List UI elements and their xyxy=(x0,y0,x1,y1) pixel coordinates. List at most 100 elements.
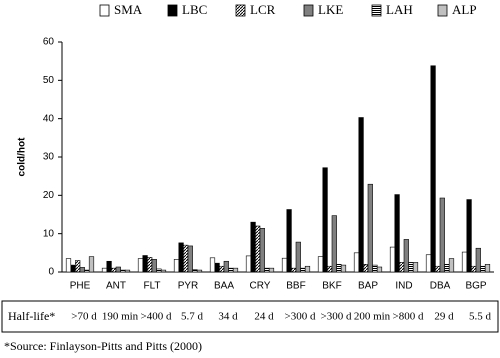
bar xyxy=(358,117,364,273)
legend-label: LBC xyxy=(182,2,207,17)
legend-swatch xyxy=(303,4,314,17)
x-tick-label: BAP xyxy=(358,281,378,292)
bar xyxy=(461,251,468,273)
bar xyxy=(403,239,409,273)
bar xyxy=(173,259,180,273)
legend-label: ALP xyxy=(452,2,477,17)
half-life-value: >300 d xyxy=(321,311,352,323)
bar xyxy=(70,264,76,273)
half-life-value: >800 d xyxy=(393,311,424,323)
bar xyxy=(120,269,126,273)
bar xyxy=(331,215,337,273)
bar xyxy=(79,267,85,273)
bar xyxy=(448,258,455,273)
bar xyxy=(475,247,481,273)
x-tick-label: DBA xyxy=(430,281,451,292)
bar xyxy=(430,65,436,273)
y-tick-label: 60 xyxy=(43,37,55,48)
bar xyxy=(232,267,239,273)
bar xyxy=(214,262,220,273)
bar xyxy=(435,265,441,273)
bar xyxy=(88,256,95,273)
half-life-value: 29 d xyxy=(434,311,454,323)
bar xyxy=(187,245,193,273)
legend-label: LCR xyxy=(250,2,276,17)
bar xyxy=(412,262,419,273)
bar xyxy=(295,241,301,273)
bar xyxy=(466,199,472,273)
bar xyxy=(160,269,167,273)
bar xyxy=(101,267,108,273)
bar xyxy=(250,221,256,273)
half-life-value: >70 d xyxy=(71,311,97,323)
bar xyxy=(425,254,432,273)
half-life-value: 200 min xyxy=(354,311,391,323)
bar xyxy=(353,252,360,273)
half-life-value: >400 d xyxy=(141,311,172,323)
bar xyxy=(304,265,311,273)
bar xyxy=(300,267,306,273)
bar xyxy=(372,264,378,273)
bar xyxy=(389,246,396,273)
bar xyxy=(480,265,486,273)
bar xyxy=(142,255,148,273)
half-life-value: 190 min xyxy=(102,311,139,323)
bar xyxy=(268,267,275,273)
bar xyxy=(408,262,414,273)
bar xyxy=(322,167,328,273)
bar xyxy=(151,259,157,273)
legend-swatch xyxy=(167,4,178,17)
bar xyxy=(376,266,383,273)
y-tick-label: 10 xyxy=(43,228,55,239)
bar xyxy=(223,260,229,273)
y-tick-label: 0 xyxy=(48,267,54,278)
bar xyxy=(264,267,270,273)
bar xyxy=(281,257,288,273)
bar xyxy=(245,255,252,273)
bar xyxy=(471,265,477,273)
bar xyxy=(484,264,491,273)
bar xyxy=(178,242,184,273)
y-axis-label: cold/hot xyxy=(17,137,28,177)
bar xyxy=(65,258,72,273)
half-life-value: 5.7 d xyxy=(181,311,204,323)
bar xyxy=(137,258,144,273)
half-life-value: 24 d xyxy=(254,311,274,323)
half-life-value: >300 d xyxy=(285,311,316,323)
x-tick-label: PYR xyxy=(178,281,199,292)
bar xyxy=(106,260,112,273)
source-note: *Source: Finlayson-Pitts and Pitts (2000… xyxy=(4,339,202,353)
bar xyxy=(363,264,369,273)
bar xyxy=(317,256,324,273)
bar xyxy=(394,194,400,273)
bar xyxy=(124,269,131,273)
x-tick-label: PHE xyxy=(70,281,91,292)
bar xyxy=(327,265,333,273)
bar xyxy=(399,262,405,273)
bar xyxy=(84,269,90,273)
legend-swatch xyxy=(371,4,382,17)
y-tick-label: 50 xyxy=(43,75,55,86)
x-tick-label: BKF xyxy=(322,281,341,292)
y-tick-label: 30 xyxy=(43,152,55,163)
bar xyxy=(367,183,373,273)
x-tick-label: BBF xyxy=(286,281,305,292)
legend-swatch xyxy=(235,4,246,17)
half-life-label: Half-life* xyxy=(8,309,55,323)
bar xyxy=(192,269,198,273)
bar xyxy=(228,267,234,273)
bar xyxy=(147,257,153,273)
bar xyxy=(291,267,297,273)
y-tick-label: 20 xyxy=(43,190,55,201)
bar xyxy=(444,264,450,273)
legend-swatch xyxy=(99,4,110,17)
bar xyxy=(115,266,121,273)
x-tick-label: BAA xyxy=(214,281,234,292)
legend-swatch xyxy=(437,4,448,17)
bar xyxy=(336,264,342,273)
legend-label: LKE xyxy=(318,2,343,17)
bar xyxy=(156,268,162,273)
bar xyxy=(439,197,445,273)
bar xyxy=(219,265,225,273)
